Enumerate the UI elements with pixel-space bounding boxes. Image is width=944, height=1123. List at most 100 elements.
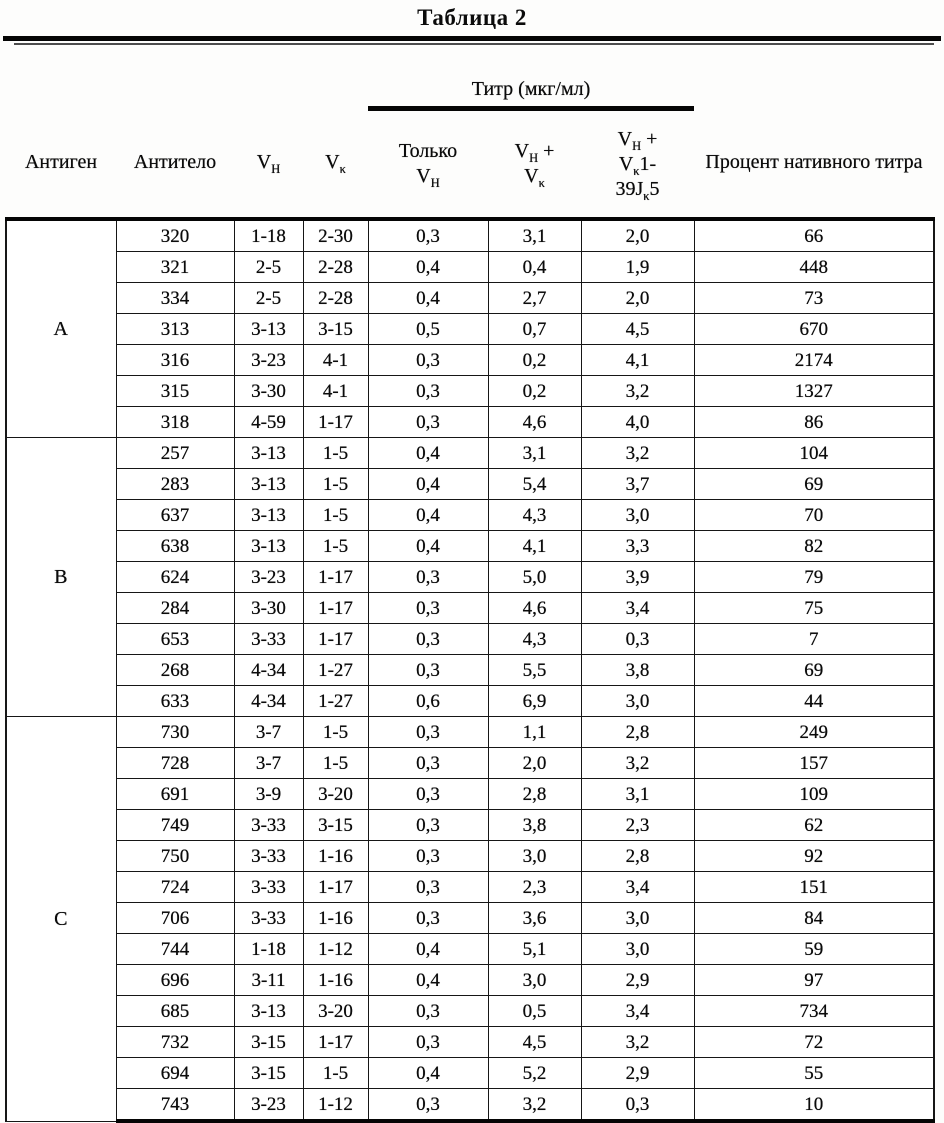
- vk-cell: 1-17: [302, 406, 369, 438]
- table-row: 316 3-23 4-1 0,3 0,2 4,1 2174: [6, 344, 935, 376]
- titer-vh-vk1-39jk5-cell: 3,7: [580, 468, 695, 500]
- titer-only-vh-cell: 0,3: [367, 623, 489, 655]
- percent-cell: 44: [693, 685, 935, 717]
- antibody-cell: 685: [115, 995, 235, 1027]
- vh-cell: 3-15: [233, 1026, 304, 1058]
- titer-vh-vk-cell: 5,1: [487, 933, 582, 965]
- titer-only-vh-cell: 0,4: [367, 530, 489, 562]
- table-row: 749 3-33 3-15 0,3 3,8 2,3 62: [6, 809, 935, 841]
- table-row: 315 3-30 4-1 0,3 0,2 3,2 1327: [6, 375, 935, 407]
- percent-cell: 10: [693, 1088, 935, 1123]
- percent-cell: 249: [693, 716, 935, 748]
- percent-column-header: Процент нативного титра: [705, 151, 923, 174]
- header-row-titer-group: Титр (мкг/мл): [6, 63, 934, 111]
- vh-cell: 3-23: [233, 1088, 304, 1123]
- antibody-cell: 624: [115, 561, 235, 593]
- titer-only-vh-cell: 0,3: [367, 1026, 489, 1058]
- vk-cell: 1-5: [302, 716, 369, 748]
- titer-only-vh-cell: 0,3: [367, 902, 489, 934]
- vh-cell: 3-13: [233, 437, 304, 469]
- titer-group-header: Титр (мкг/мл): [368, 63, 694, 111]
- titer-vh-vk1-39jk5-cell: 3,3: [580, 530, 695, 562]
- antibody-cell: 706: [115, 902, 235, 934]
- titer-only-vh-column-header: Только VH: [398, 140, 458, 190]
- table-title: Таблица 2: [417, 5, 527, 30]
- titer-vh-vk-cell: 2,0: [487, 747, 582, 779]
- table-row: C 730 3-7 1-5 0,3 1,1 2,8 249: [5, 716, 935, 1122]
- titer-only-vh-cell: 0,3: [367, 778, 489, 810]
- titer-vh-vk-cell: 6,9: [487, 685, 582, 717]
- table-row: 283 3-13 1-5 0,4 5,4 3,7 69: [6, 468, 935, 500]
- table-row: 724 3-33 1-17 0,3 2,3 3,4 151: [6, 871, 935, 903]
- antibody-column-header: Антитело: [133, 151, 217, 174]
- percent-cell: 7: [693, 623, 935, 655]
- table-row: 728 3-7 1-5 0,3 2,0 3,2 157: [6, 747, 935, 779]
- titer-only-vh-cell: 0,4: [367, 499, 489, 531]
- vh-cell: 3-13: [233, 313, 304, 345]
- antibody-cell: 691: [115, 778, 235, 810]
- table-row: B 257 3-13 1-5 0,4 3,1 3,2 104: [5, 437, 935, 717]
- titer-vh-vk-cell: 3,2: [487, 1088, 582, 1123]
- titer-only-vh-cell: 0,4: [367, 964, 489, 996]
- titer-only-vh-cell: 0,6: [367, 685, 489, 717]
- titer-vh-vk-cell: 3,0: [487, 964, 582, 996]
- vk-cell: 1-17: [302, 1026, 369, 1058]
- titer-vh-vk1-39jk5-cell: 4,0: [580, 406, 695, 438]
- vh-cell: 3-13: [233, 995, 304, 1027]
- titer-only-vh-cell: 0,3: [367, 871, 489, 903]
- table-row: 624 3-23 1-17 0,3 5,0 3,9 79: [6, 561, 935, 593]
- vh-cell: 1-18: [233, 217, 304, 252]
- titer-only-vh-cell: 0,3: [367, 592, 489, 624]
- antibody-cell: 313: [115, 313, 235, 345]
- titer-only-vh-cell: 0,5: [367, 313, 489, 345]
- titer-vh-vk1-39jk5-cell: 3,0: [580, 933, 695, 965]
- table-body: A 320 1-18 2-30 0,3 3,1 2,0 66 321 2-5 2-28 0,4 0,4 1…: [5, 217, 935, 1123]
- percent-cell: 75: [693, 592, 935, 624]
- vk-cell: 3-15: [302, 313, 369, 345]
- percent-cell: 2174: [693, 344, 935, 376]
- titer-vh-vk1-39jk5-column-header: VH + Vκ1- 39Jκ5: [615, 127, 660, 203]
- vk-cell: 1-5: [302, 747, 369, 779]
- vh-cell: 2-5: [233, 251, 304, 283]
- percent-cell: 151: [693, 871, 935, 903]
- titer-vh-vk-cell: 3,0: [487, 840, 582, 872]
- antibody-cell: 257: [115, 437, 235, 469]
- antigen-column-header: Антиген: [24, 151, 98, 174]
- table-row: 313 3-13 3-15 0,5 0,7 4,5 670: [6, 313, 935, 345]
- percent-cell: 69: [693, 468, 935, 500]
- table-row: 334 2-5 2-28 0,4 2,7 2,0 73: [6, 282, 935, 314]
- antibody-cell: 730: [115, 716, 235, 748]
- titer-vh-vk1-39jk5-cell: 0,3: [580, 623, 695, 655]
- vh-cell: 1-18: [233, 933, 304, 965]
- antibody-cell: 334: [115, 282, 235, 314]
- titer-vh-vk-cell: 0,2: [487, 375, 582, 407]
- antibody-cell: 268: [115, 654, 235, 686]
- vh-cell: 3-33: [233, 623, 304, 655]
- title-rule-thin: [14, 43, 934, 45]
- table-row: 750 3-33 1-16 0,3 3,0 2,8 92: [6, 840, 935, 872]
- antibody-cell: 320: [115, 217, 235, 252]
- titer-vh-vk1-39jk5-cell: 2,8: [580, 716, 695, 748]
- vk-cell: 1-5: [302, 1057, 369, 1089]
- titer-vh-vk-cell: 0,5: [487, 995, 582, 1027]
- vh-cell: 3-33: [233, 840, 304, 872]
- titer-only-vh-cell: 0,4: [367, 933, 489, 965]
- titer-only-vh-cell: 0,3: [367, 217, 489, 252]
- antibody-cell: 316: [115, 344, 235, 376]
- vh-cell: 2-5: [233, 282, 304, 314]
- vh-cell: 3-33: [233, 902, 304, 934]
- titer-vh-vk1-39jk5-cell: 2,3: [580, 809, 695, 841]
- vh-cell: 3-13: [233, 530, 304, 562]
- header-spacer-right: [694, 63, 934, 109]
- vk-cell: 4-1: [302, 375, 369, 407]
- titer-vh-vk-cell: 4,1: [487, 530, 582, 562]
- antibody-cell: 694: [115, 1057, 235, 1089]
- vh-cell: 3-13: [233, 468, 304, 500]
- vk-cell: 1-5: [302, 437, 369, 469]
- vh-cell: 3-33: [233, 871, 304, 903]
- titer-vh-vk1-39jk5-cell: 3,2: [580, 375, 695, 407]
- antibody-cell: 284: [115, 592, 235, 624]
- table-row: 318 4-59 1-17 0,3 4,6 4,0 86: [6, 406, 935, 438]
- titer-vh-vk1-39jk5-cell: 2,9: [580, 964, 695, 996]
- vh-cell: 3-23: [233, 561, 304, 593]
